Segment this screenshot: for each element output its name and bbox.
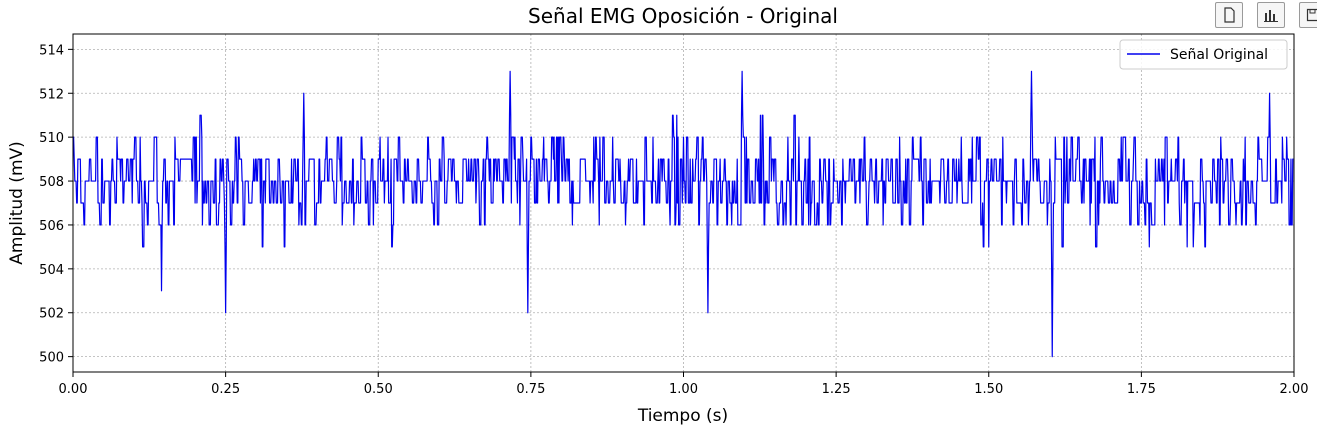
x-tick-label: 1.50 bbox=[974, 382, 1003, 397]
x-tick-label: 1.75 bbox=[1127, 382, 1156, 397]
y-tick-label: 514 bbox=[39, 43, 64, 58]
x-tick-label: 0.00 bbox=[59, 382, 88, 397]
x-axis-ticks: 0.00 0.25 0.50 0.75 1.00 1.25 1.50 1.75 2.00 bbox=[59, 372, 1309, 397]
x-tick-label: 2.00 bbox=[1280, 382, 1309, 397]
series-line-senal-original bbox=[73, 70, 1294, 358]
y-tick-label: 506 bbox=[39, 219, 64, 234]
x-tick-label: 0.75 bbox=[516, 382, 545, 397]
y-tick-label: 502 bbox=[39, 307, 64, 322]
y-tick-label: 508 bbox=[39, 175, 64, 190]
copy-button[interactable] bbox=[1215, 2, 1243, 28]
chart-settings-button[interactable] bbox=[1257, 2, 1285, 28]
legend-label: Señal Original bbox=[1170, 47, 1268, 63]
y-axis-ticks: 500 502 504 506 508 510 512 514 bbox=[39, 43, 73, 366]
grid-lines bbox=[72, 34, 1295, 372]
y-axis-label: Amplitud (mV) bbox=[7, 141, 27, 265]
x-axis-label: Tiempo (s) bbox=[637, 406, 728, 426]
y-tick-label: 500 bbox=[39, 351, 64, 366]
x-tick-label: 1.00 bbox=[669, 382, 698, 397]
signal-line-layer bbox=[73, 70, 1294, 358]
save-icon bbox=[1306, 8, 1317, 22]
legend-box bbox=[1119, 39, 1288, 70]
y-tick-label: 512 bbox=[39, 87, 64, 102]
x-tick-label: 0.25 bbox=[211, 382, 240, 397]
y-tick-label: 510 bbox=[39, 131, 64, 146]
x-tick-label: 0.50 bbox=[364, 382, 393, 397]
legend: Señal Original bbox=[1119, 39, 1288, 70]
chart-toolbar bbox=[1215, 2, 1317, 28]
chart-title: Señal EMG Oposición - Original bbox=[528, 4, 838, 28]
save-button[interactable] bbox=[1299, 2, 1317, 28]
y-tick-label: 504 bbox=[39, 263, 64, 278]
bar-chart-icon bbox=[1264, 10, 1278, 22]
x-tick-label: 1.25 bbox=[822, 382, 851, 397]
copy-icon bbox=[1224, 7, 1235, 23]
